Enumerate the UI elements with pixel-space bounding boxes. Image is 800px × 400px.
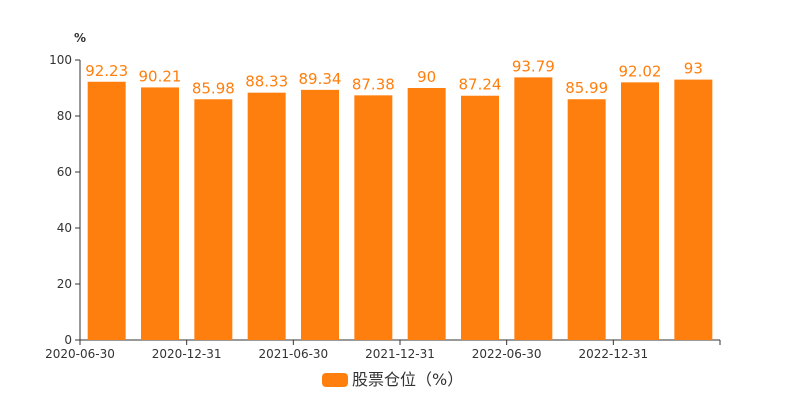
bar-4[interactable]	[301, 89, 339, 341]
bar-9[interactable]	[567, 99, 606, 340]
bar-value-label-4: 89.34	[299, 70, 342, 88]
x-tick-label-5: 2022-12-31	[578, 347, 648, 361]
bar-11[interactable]	[674, 79, 713, 340]
bar-2[interactable]	[194, 99, 233, 340]
y-tick-label-3: 60	[57, 165, 72, 179]
bar-value-label-5: 87.38	[352, 75, 395, 93]
x-tick-label-2: 2021-06-30	[258, 347, 328, 361]
legend-label: 股票仓位（%）	[352, 370, 463, 389]
bar-value-label-6: 90	[417, 68, 436, 86]
y-tick-label-5: 100	[49, 53, 72, 67]
bar-value-label-11: 93	[684, 60, 703, 78]
bar-value-label-0: 92.23	[85, 62, 128, 80]
y-tick-label-2: 40	[57, 221, 72, 235]
x-tick-label-3: 2021-12-31	[365, 347, 435, 361]
bar-8[interactable]	[514, 77, 553, 340]
y-tick-label-1: 20	[57, 277, 72, 291]
bar-10[interactable]	[621, 82, 659, 341]
bar-value-label-2: 85.98	[192, 79, 235, 97]
y-tick-label-4: 80	[57, 109, 72, 123]
x-tick-label-4: 2022-06-30	[472, 347, 542, 361]
legend-swatch[interactable]	[322, 373, 348, 387]
y-tick-label-0: 0	[64, 333, 72, 347]
bar-value-label-10: 92.02	[619, 62, 662, 80]
bar-6[interactable]	[407, 88, 446, 340]
bar-3[interactable]	[247, 92, 286, 341]
bar-1[interactable]	[141, 87, 179, 340]
x-tick-label-1: 2020-12-31	[152, 347, 222, 361]
y-unit-label: %	[74, 31, 86, 45]
bar-5[interactable]	[354, 95, 393, 340]
bar-0[interactable]	[87, 81, 126, 341]
bar-value-label-3: 88.33	[245, 73, 288, 91]
bar-value-label-9: 85.99	[565, 79, 608, 97]
x-tick-label-0: 2020-06-30	[45, 347, 115, 361]
bar-value-label-8: 93.79	[512, 57, 555, 75]
bar-value-label-1: 90.21	[139, 67, 182, 85]
bar-value-label-7: 87.24	[459, 76, 502, 94]
bar-7[interactable]	[461, 95, 499, 340]
